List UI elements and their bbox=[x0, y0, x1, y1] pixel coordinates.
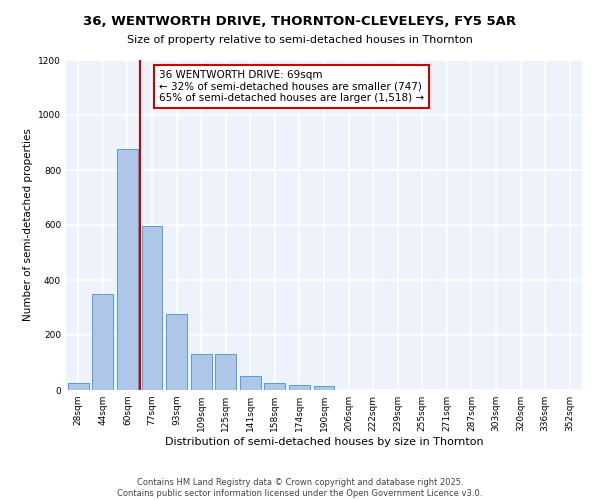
Bar bbox=[191, 354, 212, 390]
Bar bbox=[240, 376, 261, 390]
Text: 36 WENTWORTH DRIVE: 69sqm
← 32% of semi-detached houses are smaller (747)
65% of: 36 WENTWORTH DRIVE: 69sqm ← 32% of semi-… bbox=[159, 70, 424, 103]
Bar bbox=[166, 314, 187, 390]
Bar bbox=[142, 226, 163, 390]
Bar bbox=[68, 383, 89, 390]
Bar bbox=[215, 354, 236, 390]
X-axis label: Distribution of semi-detached houses by size in Thornton: Distribution of semi-detached houses by … bbox=[164, 437, 484, 447]
Y-axis label: Number of semi-detached properties: Number of semi-detached properties bbox=[23, 128, 32, 322]
Text: Size of property relative to semi-detached houses in Thornton: Size of property relative to semi-detach… bbox=[127, 35, 473, 45]
Bar bbox=[92, 294, 113, 390]
Text: Contains HM Land Registry data © Crown copyright and database right 2025.
Contai: Contains HM Land Registry data © Crown c… bbox=[118, 478, 482, 498]
Bar bbox=[117, 150, 138, 390]
Text: 36, WENTWORTH DRIVE, THORNTON-CLEVELEYS, FY5 5AR: 36, WENTWORTH DRIVE, THORNTON-CLEVELEYS,… bbox=[83, 15, 517, 28]
Bar bbox=[289, 384, 310, 390]
Bar bbox=[265, 383, 286, 390]
Bar bbox=[314, 386, 334, 390]
